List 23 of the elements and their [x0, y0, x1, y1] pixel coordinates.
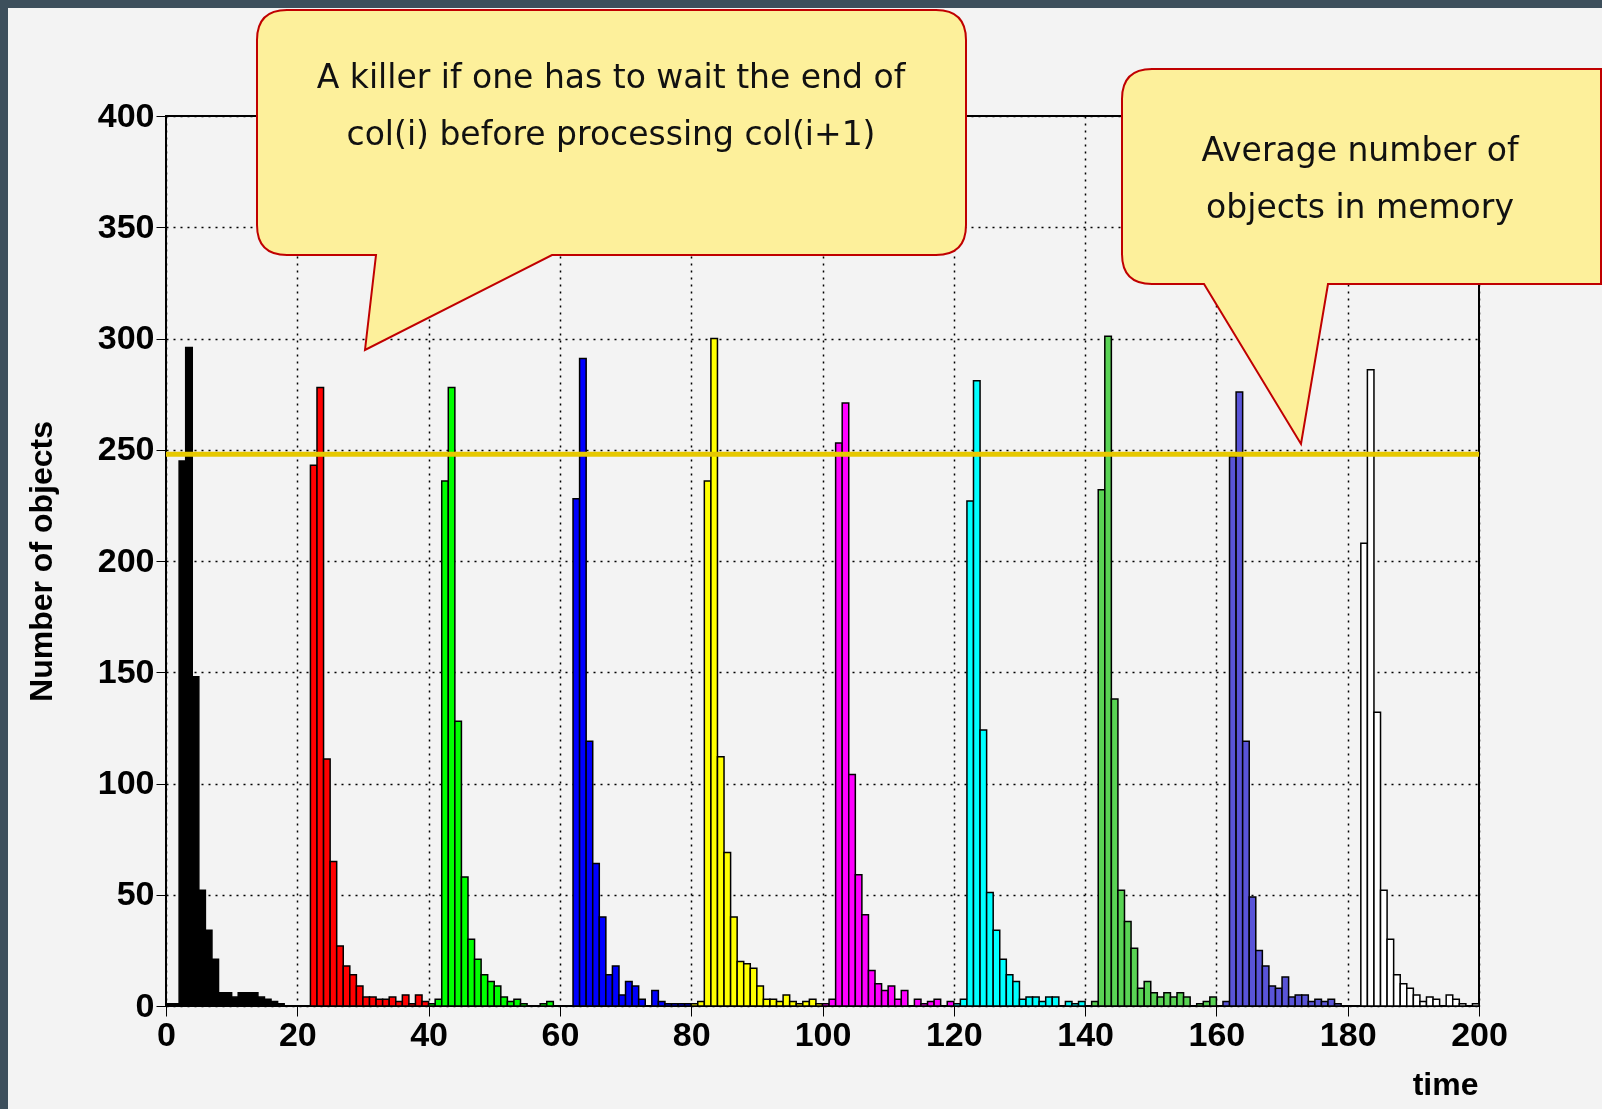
x-tick-label: 160	[1188, 1014, 1246, 1053]
x-tick-label: 180	[1319, 1014, 1377, 1053]
x-tick-label: 100	[794, 1014, 852, 1053]
y-tick-label: 200	[97, 540, 155, 579]
y-axis-title: Number of objects	[22, 421, 59, 702]
x-tick-label: 80	[672, 1014, 711, 1053]
annotation: Average number of objects in memory	[1200, 129, 1521, 228]
y-tick-label: 300	[97, 318, 155, 356]
y-tick-label: 100	[97, 763, 155, 801]
annotation: A killer if one has to wait the end of col(i) before processing col(i+1)	[315, 56, 907, 155]
x-tick-label: 200	[1451, 1014, 1508, 1053]
x-tick-label: 40	[410, 1014, 449, 1053]
y-tick-label: 350	[97, 206, 155, 245]
x-tick-label: 20	[278, 1014, 317, 1053]
x-tick-label: 60	[541, 1014, 580, 1053]
x-tick-label: 140	[1057, 1014, 1114, 1053]
x-axis-title: time	[1412, 1065, 1479, 1102]
y-tick-label: 0	[135, 985, 155, 1024]
y-tick-label: 250	[97, 429, 155, 468]
x-tick-label: 120	[925, 1014, 983, 1053]
y-tick-label: 400	[97, 95, 155, 134]
y-tick-label: 150	[97, 651, 155, 690]
y-tick-label: 50	[116, 874, 155, 913]
